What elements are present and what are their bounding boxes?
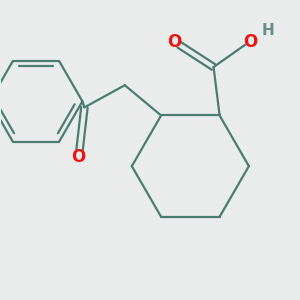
Text: O: O — [71, 148, 85, 166]
Text: O: O — [243, 33, 257, 51]
Text: O: O — [167, 33, 181, 51]
Text: H: H — [262, 23, 275, 38]
